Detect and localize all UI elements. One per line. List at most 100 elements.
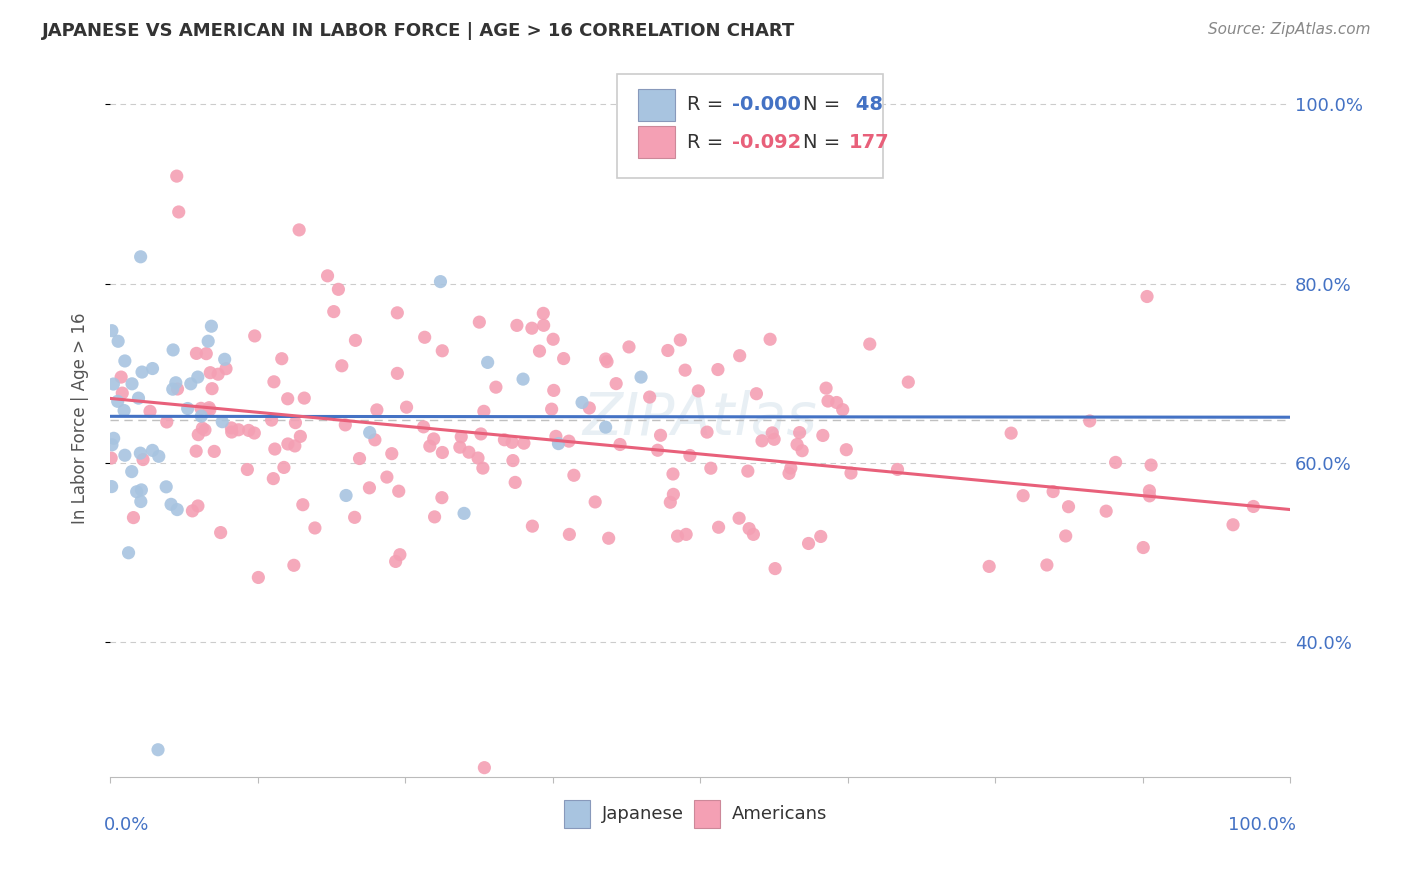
Text: Japanese: Japanese	[602, 805, 685, 823]
Point	[1095, 504, 1118, 518]
Point	[198, 402, 221, 417]
Point	[112, 403, 135, 417]
Text: 48: 48	[849, 95, 883, 114]
Point	[200, 366, 222, 380]
Point	[107, 334, 129, 349]
Point	[200, 319, 222, 334]
Point	[141, 361, 163, 376]
Point	[291, 498, 314, 512]
Point	[544, 429, 567, 443]
Point	[273, 460, 295, 475]
Point	[263, 375, 285, 389]
Point	[141, 443, 163, 458]
Text: -0.092: -0.092	[733, 133, 801, 152]
Point	[100, 479, 122, 493]
Point	[129, 494, 152, 508]
Point	[472, 404, 495, 418]
Point	[207, 368, 229, 382]
Point	[835, 442, 858, 457]
FancyBboxPatch shape	[637, 126, 675, 158]
Point	[221, 421, 243, 435]
Point	[547, 436, 569, 450]
Point	[659, 495, 682, 509]
Point	[657, 343, 679, 358]
Point	[101, 438, 124, 452]
Point	[458, 445, 481, 459]
Point	[666, 529, 689, 543]
Point	[839, 466, 862, 480]
Point	[214, 352, 236, 367]
Text: N =: N =	[803, 95, 846, 114]
Text: Americans: Americans	[733, 805, 827, 823]
Point	[742, 527, 765, 541]
Point	[262, 472, 284, 486]
Point	[236, 462, 259, 476]
Point	[605, 376, 627, 391]
Point	[738, 522, 761, 536]
Point	[187, 370, 209, 384]
Point	[513, 436, 536, 450]
Point	[148, 450, 170, 464]
Point	[160, 497, 183, 511]
Point	[359, 425, 381, 440]
Point	[707, 520, 730, 534]
Point	[1104, 455, 1126, 469]
Point	[609, 437, 631, 451]
Point	[1241, 500, 1264, 514]
Point	[540, 402, 562, 417]
Point	[831, 402, 853, 417]
Point	[1042, 484, 1064, 499]
Point	[101, 324, 124, 338]
Point	[450, 430, 472, 444]
Point	[662, 467, 685, 481]
Point	[673, 363, 696, 377]
Point	[121, 465, 143, 479]
Point	[477, 355, 499, 369]
FancyBboxPatch shape	[617, 74, 883, 178]
Point	[114, 448, 136, 462]
Point	[1036, 558, 1059, 572]
Point	[243, 329, 266, 343]
Point	[388, 484, 411, 499]
Point	[583, 495, 606, 509]
Text: Source: ZipAtlas.com: Source: ZipAtlas.com	[1208, 22, 1371, 37]
Point	[1000, 426, 1022, 441]
Point	[779, 461, 801, 475]
Point	[494, 433, 516, 447]
Point	[100, 451, 122, 466]
Point	[121, 376, 143, 391]
Point	[662, 487, 685, 501]
Point	[117, 546, 139, 560]
Point	[778, 467, 800, 481]
FancyBboxPatch shape	[695, 800, 720, 828]
Point	[650, 428, 672, 442]
FancyBboxPatch shape	[564, 800, 591, 828]
Point	[155, 480, 177, 494]
Point	[322, 304, 344, 318]
Point	[522, 519, 544, 533]
Point	[432, 343, 454, 358]
Point	[129, 250, 152, 264]
Point	[558, 527, 581, 541]
Point	[131, 365, 153, 379]
Point	[165, 376, 187, 390]
Point	[270, 351, 292, 366]
Point	[897, 375, 920, 389]
Point	[1222, 517, 1244, 532]
Point	[283, 558, 305, 573]
Point	[859, 337, 882, 351]
Point	[474, 761, 496, 775]
Point	[388, 548, 411, 562]
Point	[638, 390, 661, 404]
Text: 177: 177	[849, 133, 890, 152]
Point	[221, 425, 243, 439]
Point	[328, 282, 350, 296]
Point	[166, 382, 188, 396]
Point	[381, 447, 404, 461]
Point	[707, 362, 730, 376]
Point	[187, 427, 209, 442]
Point	[215, 361, 238, 376]
Point	[598, 531, 620, 545]
Point	[647, 443, 669, 458]
Point	[763, 432, 786, 446]
